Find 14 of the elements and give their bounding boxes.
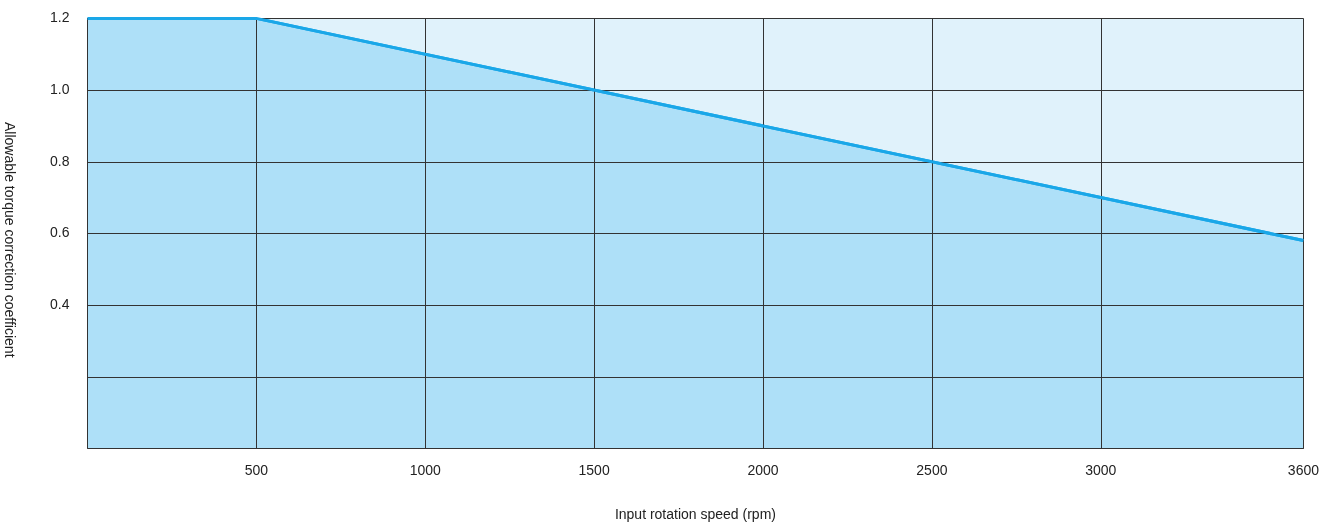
x-tick-label: 1000 [409, 461, 442, 478]
y-tick-label: 1.2 [49, 9, 70, 26]
x-tick-label: 2500 [916, 461, 948, 478]
y-tick-label: 0.4 [49, 295, 70, 312]
x-axis-title: Input rotation speed (rpm) [614, 506, 776, 523]
x-tick-label: 2000 [747, 461, 779, 478]
x-tick-label: 1500 [578, 461, 610, 478]
y-tick-label: 0.6 [49, 224, 70, 241]
x-tick-label: 3600 [1287, 461, 1320, 478]
x-tick-label: 500 [244, 461, 269, 478]
x-tick-label: 3000 [1085, 461, 1117, 478]
y-tick-label: 0.8 [49, 152, 70, 169]
y-tick-label: 1.0 [49, 80, 70, 97]
y-axis-title: Allowable torque correction coefficient [2, 121, 18, 360]
